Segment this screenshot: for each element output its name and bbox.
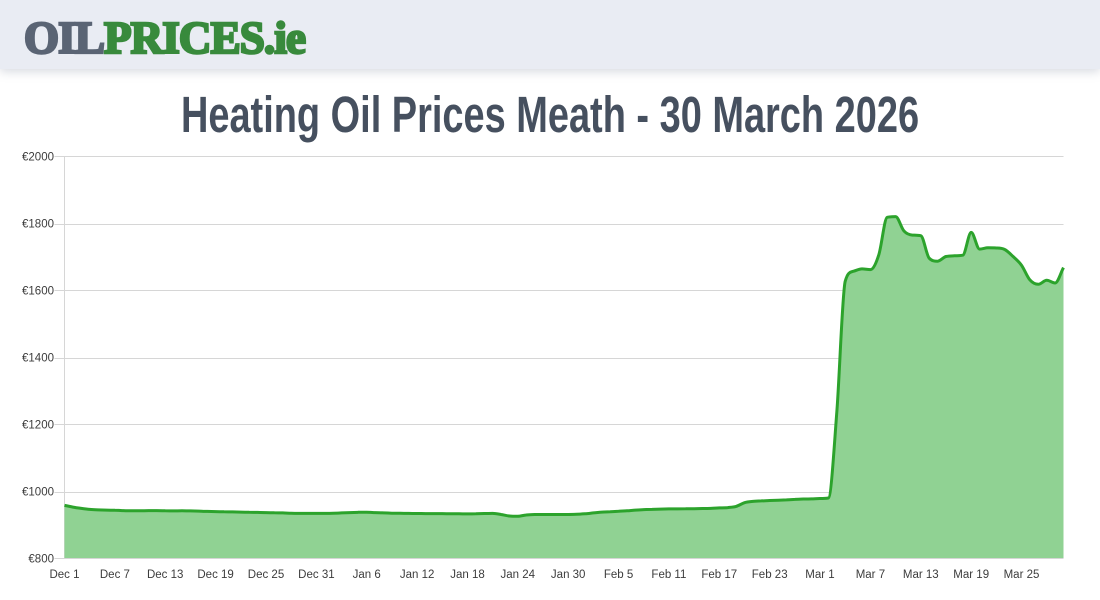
svg-text:Dec 25: Dec 25 [248,569,284,581]
svg-text:Mar 19: Mar 19 [953,569,989,581]
svg-text:€1600: €1600 [22,285,54,297]
svg-text:Dec 13: Dec 13 [147,569,183,581]
svg-text:€800: €800 [28,553,54,565]
svg-text:Dec 7: Dec 7 [100,569,130,581]
svg-text:Dec 31: Dec 31 [298,569,334,581]
svg-text:Jan 12: Jan 12 [400,569,435,581]
svg-text:Jan 6: Jan 6 [353,569,381,581]
svg-text:€1800: €1800 [22,218,54,230]
svg-text:Mar 25: Mar 25 [1004,569,1040,581]
svg-text:Jan 24: Jan 24 [501,569,536,581]
svg-text:Feb 23: Feb 23 [752,569,788,581]
svg-text:Mar 13: Mar 13 [903,569,939,581]
svg-text:Dec 1: Dec 1 [49,569,79,581]
svg-text:Jan 18: Jan 18 [450,569,485,581]
svg-text:Feb 17: Feb 17 [701,569,737,581]
svg-text:€1000: €1000 [22,486,54,498]
svg-text:Jan 30: Jan 30 [551,569,586,581]
svg-text:Feb 5: Feb 5 [604,569,633,581]
svg-text:Feb 11: Feb 11 [651,569,686,581]
svg-text:Dec 19: Dec 19 [197,569,233,581]
svg-text:€1200: €1200 [22,419,54,431]
svg-text:€1400: €1400 [22,352,54,364]
svg-text:Mar 1: Mar 1 [805,569,834,581]
svg-text:€2000: €2000 [22,151,54,163]
svg-text:Mar 7: Mar 7 [856,569,885,581]
